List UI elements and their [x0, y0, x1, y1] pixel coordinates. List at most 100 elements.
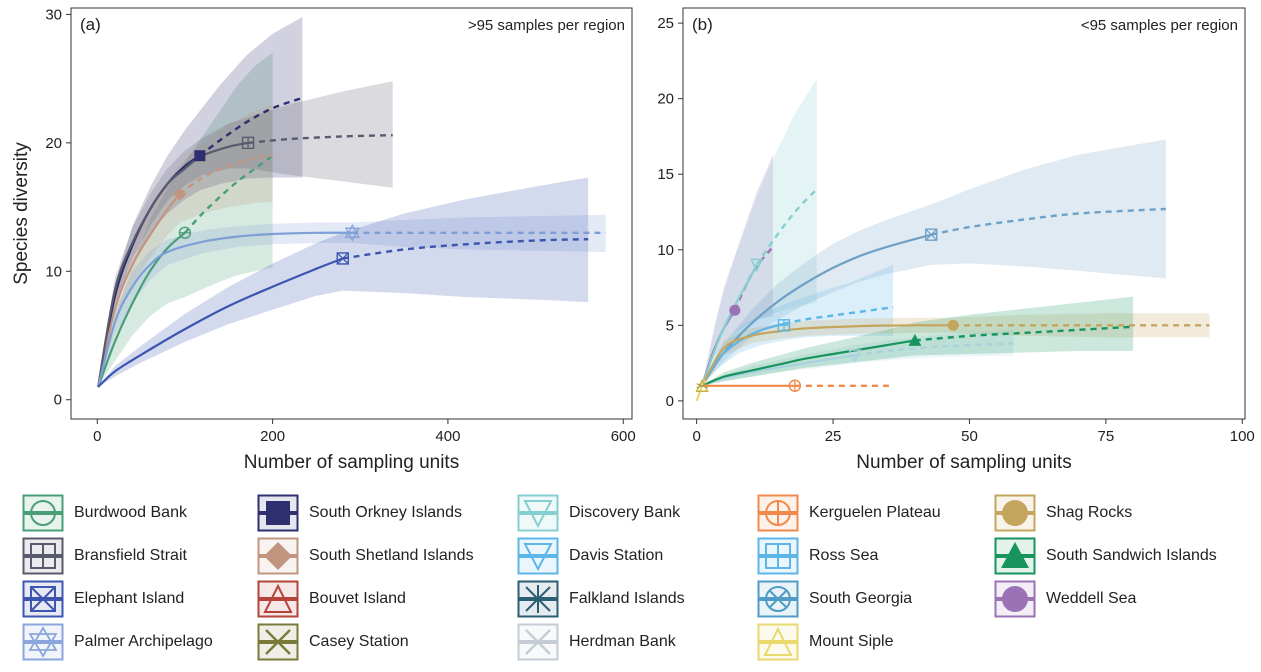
observed-point-weddell-sea: [729, 304, 741, 316]
interpolation-line-burdwood-bank: [97, 231, 186, 388]
kerguelen-plateau-icon: [757, 494, 799, 532]
legend-label: Bransfield Strait: [74, 547, 187, 564]
plot-frame: [70, 7, 633, 420]
legend-label: Falkland Islands: [569, 590, 685, 607]
y-tick-label: 20: [657, 91, 674, 108]
legend-item-kerguelen-plateau: Kerguelen Plateau: [757, 494, 941, 532]
x-tick-label: 600: [611, 428, 636, 445]
x-tick-label: 400: [435, 428, 460, 445]
legend-item-bransfield-strait: Bransfield Strait: [22, 537, 187, 575]
legend-item-south-shetland-islands: South Shetland Islands: [257, 537, 474, 575]
extrapolation-line-elephant-island: [342, 238, 589, 260]
south-sandwich-islands-icon: [994, 537, 1036, 575]
observed-point-bransfield-strait: [241, 136, 255, 150]
ci-band-south-shetland-islands: [98, 104, 273, 387]
x-tick-label: 200: [260, 428, 285, 445]
legend-item-bouvet-island: Bouvet Island: [257, 580, 406, 618]
observed-point-ross-sea: [777, 319, 791, 332]
panel-label: (a): [80, 15, 101, 34]
plot-content: [695, 79, 1210, 402]
observed-point-discovery-bank: [750, 258, 764, 272]
falkland-islands-icon: [517, 580, 559, 618]
palmer-archipelago-icon: [22, 623, 64, 661]
legend-label: Shag Rocks: [1046, 504, 1133, 521]
legend-label: Casey Station: [309, 633, 409, 650]
legend-item-weddell-sea: Weddell Sea: [994, 580, 1136, 618]
extrapolation-line-ross-sea: [783, 306, 894, 325]
ci-band-weddell-sea: [702, 154, 773, 386]
y-tick-label: 10: [45, 263, 62, 280]
weddell-sea-icon: [994, 580, 1036, 618]
bouvet-island-icon: [257, 580, 299, 618]
legend-item-south-orkney-islands: South Orkney Islands: [257, 494, 462, 532]
interpolation-line-palmer-archipelago: [97, 231, 353, 388]
x-tick-label: 0: [692, 428, 700, 445]
interpolation-line-mount-siple: [695, 385, 704, 402]
ci-band-burdwood-bank: [98, 53, 273, 387]
legend-label: Burdwood Bank: [74, 504, 187, 521]
legend-item-elephant-island: Elephant Island: [22, 580, 184, 618]
south-orkney-islands-icon: [257, 494, 299, 532]
legend: Burdwood Bank Bransfield Strait Elephant I…: [22, 494, 1257, 670]
bransfield-strait-icon: [22, 537, 64, 575]
legend-label: Mount Siple: [809, 633, 894, 650]
casey-station-icon: [257, 623, 299, 661]
legend-item-south-georgia: South Georgia: [757, 580, 912, 618]
observed-point-south-orkney-islands: [194, 150, 206, 162]
x-axis-label: Number of sampling units: [856, 452, 1071, 473]
shag-rocks-icon: [994, 494, 1036, 532]
extrapolation-line-south-sandwich-islands: [914, 325, 1134, 342]
interpolation-line-south-georgia: [701, 233, 932, 387]
discovery-bank-icon: [517, 494, 559, 532]
x-tick-label: 0: [93, 428, 101, 445]
panel-b: 0 25 50 75 100 0 5 10 15 20 25 Number of sampling u…: [657, 7, 1255, 473]
y-tick-label: 5: [666, 317, 674, 334]
y-tick-label: 30: [45, 6, 62, 23]
extrapolation-line-davis-station: [854, 342, 1014, 357]
interpolation-line-davis-station: [701, 354, 856, 387]
extrapolation-line-south-georgia: [931, 207, 1166, 236]
interpolation-line-elephant-island: [97, 257, 344, 388]
extrapolation-line-burdwood-bank: [184, 154, 274, 234]
legend-label: South Georgia: [809, 590, 913, 607]
y-axis-label: Species diversity: [11, 142, 32, 285]
y-tick-label: 20: [45, 135, 62, 152]
observed-point-elephant-island: [336, 252, 349, 265]
panel-a: 0 200 400 600 0 10 20 30 Number of sampling unit…: [11, 6, 636, 473]
legend-item-shag-rocks: Shag Rocks: [994, 494, 1132, 532]
x-tick-label: 25: [825, 428, 842, 445]
interpolation-line-south-sandwich-islands: [701, 339, 916, 387]
legend-label: Bouvet Island: [309, 590, 406, 607]
extrapolation-line-bransfield-strait: [247, 134, 393, 145]
legend-item-mount-siple: Mount Siple: [757, 623, 894, 661]
panel-annotation: >95 samples per region: [468, 17, 625, 34]
observed-point-mount-siple: [695, 378, 709, 392]
y-tick-label: 25: [657, 15, 674, 32]
legend-label: South Sandwich Islands: [1046, 547, 1217, 564]
interpolation-line-shag-rocks: [701, 324, 954, 387]
mount-siple-icon: [757, 623, 799, 661]
observed-point-shag-rocks: [947, 319, 959, 331]
ci-band-south-orkney-islands: [98, 17, 303, 387]
legend-item-casey-station: Casey Station: [257, 623, 409, 661]
plot-content: [97, 17, 606, 388]
legend-item-discovery-bank: Discovery Bank: [517, 494, 680, 532]
legend-item-falkland-islands: Falkland Islands: [517, 580, 685, 618]
herdman-bank-icon: [517, 623, 559, 661]
legend-label: Ross Sea: [809, 547, 879, 564]
legend-item-burdwood-bank: Burdwood Bank: [22, 494, 187, 532]
plot-area: [683, 8, 1245, 419]
davis-station-icon: [517, 537, 559, 575]
observed-point-davis-station: [848, 349, 862, 363]
x-tick-label: 50: [961, 428, 978, 445]
y-tick-label: 15: [657, 166, 674, 183]
y-tick-label: 0: [666, 393, 674, 410]
legend-item-south-sandwich-islands: South Sandwich Islands: [994, 537, 1217, 575]
legend-item-ross-sea: Ross Sea: [757, 537, 878, 575]
legend-label: Kerguelen Plateau: [809, 504, 941, 521]
panel-annotation: <95 samples per region: [1081, 17, 1238, 34]
ross-sea-icon: [757, 537, 799, 575]
observed-point-kerguelen-plateau: [788, 379, 802, 392]
legend-label: Weddell Sea: [1046, 590, 1137, 607]
